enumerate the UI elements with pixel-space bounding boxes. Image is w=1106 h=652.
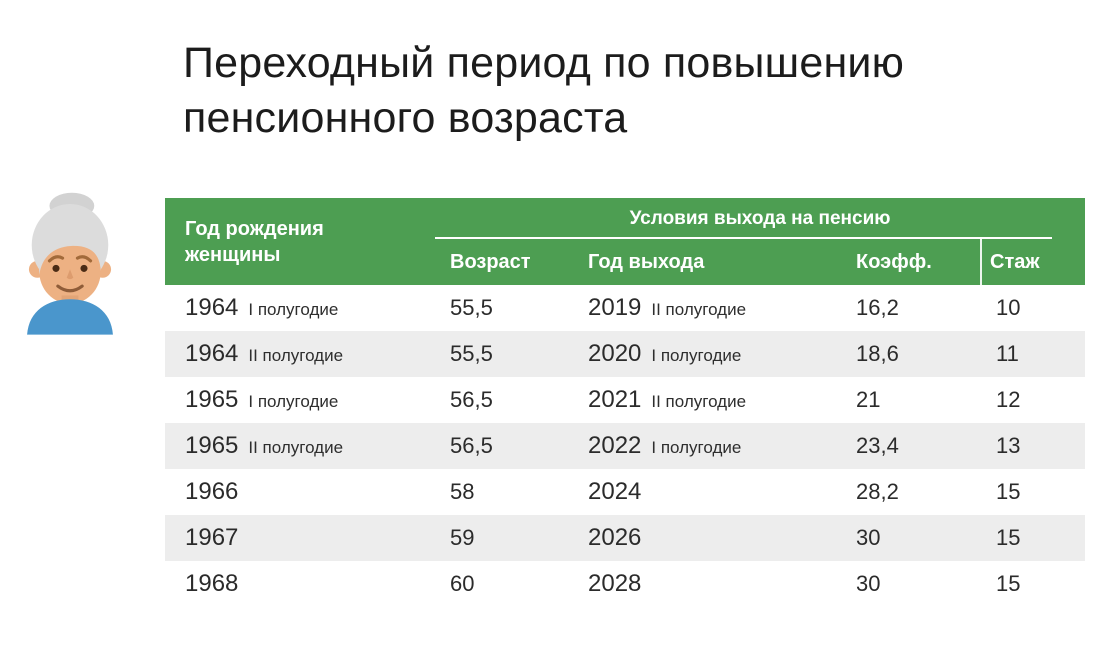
table-row: 1965 II полугодие 56,5 2022 I полугодие 23… bbox=[165, 423, 1086, 469]
cell-age: 56,5 bbox=[450, 387, 493, 412]
cell-coeff: 30 bbox=[856, 525, 881, 550]
cell-age: 60 bbox=[450, 571, 475, 596]
table-row: 1966 58 2024 28,2 15 bbox=[165, 469, 1085, 515]
page-title: Переходный период по повышению пенсионно… bbox=[183, 39, 905, 142]
cell-experience: 13 bbox=[996, 433, 1021, 458]
cell-coeff: 28,2 bbox=[856, 479, 899, 504]
cell-birth: 1964 I полугодие bbox=[185, 294, 339, 321]
cell-experience: 10 bbox=[996, 295, 1021, 320]
table-row: 1968 60 2028 30 15 bbox=[165, 561, 1085, 607]
table-body: 1964 I полугодие 55,5 2019 II полугодие 16… bbox=[165, 285, 1086, 607]
cell-exit: 2028 bbox=[588, 570, 642, 597]
header-age: Возраст bbox=[435, 239, 573, 285]
elderly-woman-avatar bbox=[14, 185, 126, 335]
cell-birth: 1965 I полугодие bbox=[185, 386, 339, 413]
pension-transition-table: Год рождения женщины Условия выхода на п… bbox=[165, 198, 1086, 607]
header-exit-year: Год выхода bbox=[573, 239, 841, 285]
cell-experience: 15 bbox=[996, 525, 1021, 550]
cell-coeff: 16,2 bbox=[856, 295, 899, 320]
table-row: 1965 I полугодие 56,5 2021 II полугодие 21… bbox=[165, 377, 1085, 423]
cell-birth: 1967 bbox=[185, 524, 239, 551]
cell-coeff: 18,6 bbox=[856, 341, 899, 366]
cell-coeff: 23,4 bbox=[856, 433, 899, 458]
cell-experience: 12 bbox=[996, 387, 1021, 412]
cell-age: 59 bbox=[450, 525, 475, 550]
cell-coeff: 21 bbox=[856, 387, 881, 412]
cell-exit: 2024 bbox=[588, 478, 642, 505]
cell-age: 58 bbox=[450, 479, 475, 504]
table-row: 1964 II полугодие 55,5 2020 I полугодие 18… bbox=[165, 331, 1086, 377]
table-row: 1967 59 2026 30 15 bbox=[165, 515, 1086, 561]
cell-exit: 2021 II полугодие bbox=[588, 386, 747, 413]
header-group-underline bbox=[435, 237, 1053, 239]
cell-birth: 1968 bbox=[185, 570, 239, 597]
cell-birth: 1966 bbox=[185, 478, 239, 505]
cell-experience: 15 bbox=[996, 479, 1021, 504]
cell-exit: 2022 I полугодие bbox=[588, 432, 742, 459]
cell-experience: 15 bbox=[996, 571, 1021, 596]
header-birth-year: Год рождения женщины bbox=[165, 198, 435, 285]
cell-birth: 1965 II полугодие bbox=[185, 432, 344, 459]
cell-exit: 2020 I полугодие bbox=[588, 340, 742, 367]
header-coefficient: Коэфф. bbox=[841, 239, 981, 285]
cell-age: 55,5 bbox=[450, 341, 493, 366]
cell-birth: 1964 II полугодие bbox=[185, 340, 344, 367]
header-experience: Стаж bbox=[979, 239, 1086, 285]
cell-coeff: 30 bbox=[856, 571, 881, 596]
elderly-woman-icon bbox=[27, 192, 113, 335]
cell-exit: 2019 II полугодие bbox=[588, 294, 747, 321]
cell-age: 55,5 bbox=[450, 295, 493, 320]
table-header: Год рождения женщины Условия выхода на п… bbox=[165, 198, 1086, 285]
table-row: 1964 I полугодие 55,5 2019 II полугодие 16… bbox=[165, 285, 1085, 331]
cell-exit: 2026 bbox=[588, 524, 642, 551]
cell-experience: 11 bbox=[996, 341, 1019, 366]
cell-age: 56,5 bbox=[450, 433, 493, 458]
header-conditions-group: Условия выхода на пенсию bbox=[435, 198, 1086, 239]
